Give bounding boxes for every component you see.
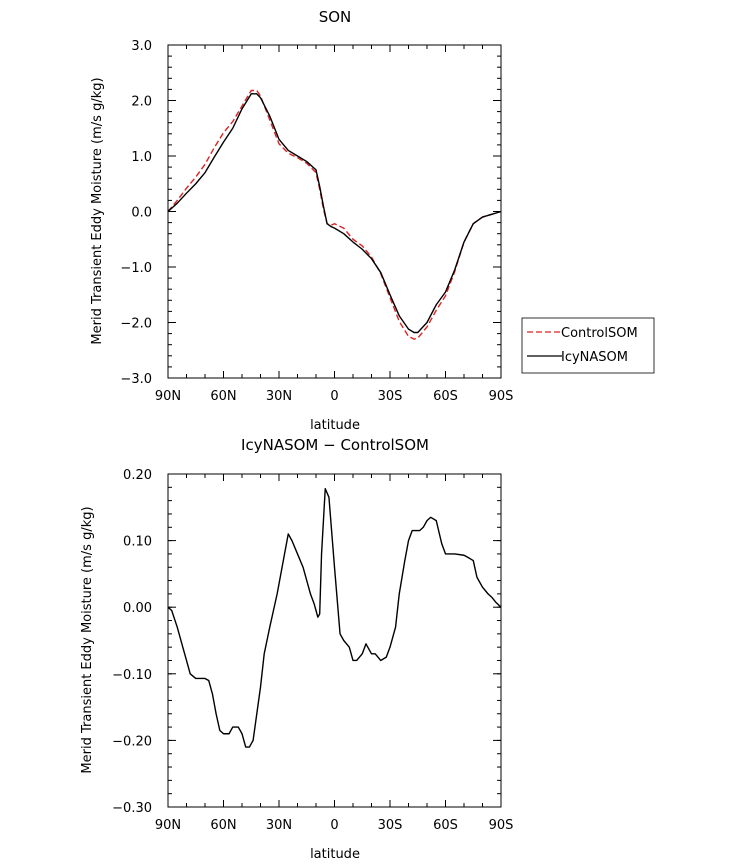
top-panel-x-tick-label: 30S: [378, 389, 403, 404]
bottom-panel-y-tick-label: −0.30: [112, 801, 152, 816]
top-panel-plot-frame: [167, 44, 502, 379]
top-panel-series-lines: [167, 89, 502, 340]
legend-label-icynasom: IcyNASOM: [561, 350, 628, 365]
top-panel-y-tick-label: −1.0: [120, 261, 152, 276]
bottom-panel: IcyNASOM − ControlSOM 90N 60N 30N 0 30S 60S 90…: [80, 436, 513, 862]
top-panel-y-tick-label: 0.0: [131, 206, 152, 221]
top-panel-x-tick-label: 0: [330, 389, 338, 404]
bottom-panel-series-lines: [167, 487, 502, 748]
bottom-panel-x-tick-label: 30N: [266, 818, 292, 833]
bottom-panel-y-tick-label: 0.10: [123, 535, 152, 550]
top-panel-ticks: 90N 60N 30N 0 30S 60S 90S 3.0 2.0 1.0 0.0 −1.0 −2.0 −…: [120, 39, 513, 404]
top-panel-series-line-controlsom: [167, 89, 502, 340]
top-panel-y-tick-label: −3.0: [120, 372, 152, 387]
top-panel-y-axis-label: Merid Transient Eddy Moisture (m/s g/kg): [90, 77, 105, 344]
bottom-panel-y-tick-label: 0.20: [123, 468, 152, 483]
top-panel-x-tick-label: 90S: [489, 389, 514, 404]
top-panel-y-tick-label: 1.0: [131, 150, 152, 165]
legend-label-controlsom: ControlSOM: [561, 326, 638, 341]
legend: ControlSOM IcyNASOM: [521, 317, 655, 374]
top-panel-x-tick-label: 90N: [155, 389, 181, 404]
top-panel-x-tick-label: 60N: [210, 389, 236, 404]
bottom-panel-x-tick-label: 90S: [489, 818, 514, 833]
bottom-panel-y-axis-label: Merid Transient Eddy Moisture (m/s g/kg): [80, 506, 95, 773]
bottom-panel-plot-frame: [167, 473, 502, 808]
bottom-panel-x-tick-label: 30S: [378, 818, 403, 833]
bottom-panel-x-axis-label: latitude: [310, 847, 360, 862]
bottom-panel-y-tick-label: 0.00: [123, 601, 152, 616]
bottom-panel-y-tick-label: −0.10: [112, 668, 152, 683]
top-panel-x-tick-label: 30N: [266, 389, 292, 404]
top-panel-y-tick-label: 3.0: [131, 39, 152, 54]
bottom-panel-x-tick-label: 60N: [210, 818, 236, 833]
bottom-panel-ticks: 90N 60N 30N 0 30S 60S 90S 0.20 0.10 0.00 −0.10 −0.2…: [112, 468, 513, 833]
bottom-panel-x-tick-label: 0: [330, 818, 338, 833]
top-panel-x-axis-label: latitude: [310, 418, 360, 433]
bottom-panel-x-tick-label: 90N: [155, 818, 181, 833]
top-panel: SON 90N 60N 30N 0 30S 60S 90S 3.0 2.0 1.0 0.0 −1.0 −…: [90, 8, 655, 433]
bottom-panel-title: IcyNASOM − ControlSOM: [241, 436, 429, 454]
top-panel-x-tick-label: 60S: [433, 389, 458, 404]
bottom-panel-x-tick-label: 60S: [433, 818, 458, 833]
legend-box: [521, 317, 655, 374]
bottom-panel-y-tick-label: −0.20: [112, 734, 152, 749]
bottom-panel-series-line-difference: [167, 487, 502, 748]
top-panel-y-tick-label: 2.0: [131, 95, 152, 110]
top-panel-title: SON: [319, 8, 352, 26]
top-panel-y-tick-label: −2.0: [120, 317, 152, 332]
top-panel-series-line-icynasom: [167, 93, 502, 334]
